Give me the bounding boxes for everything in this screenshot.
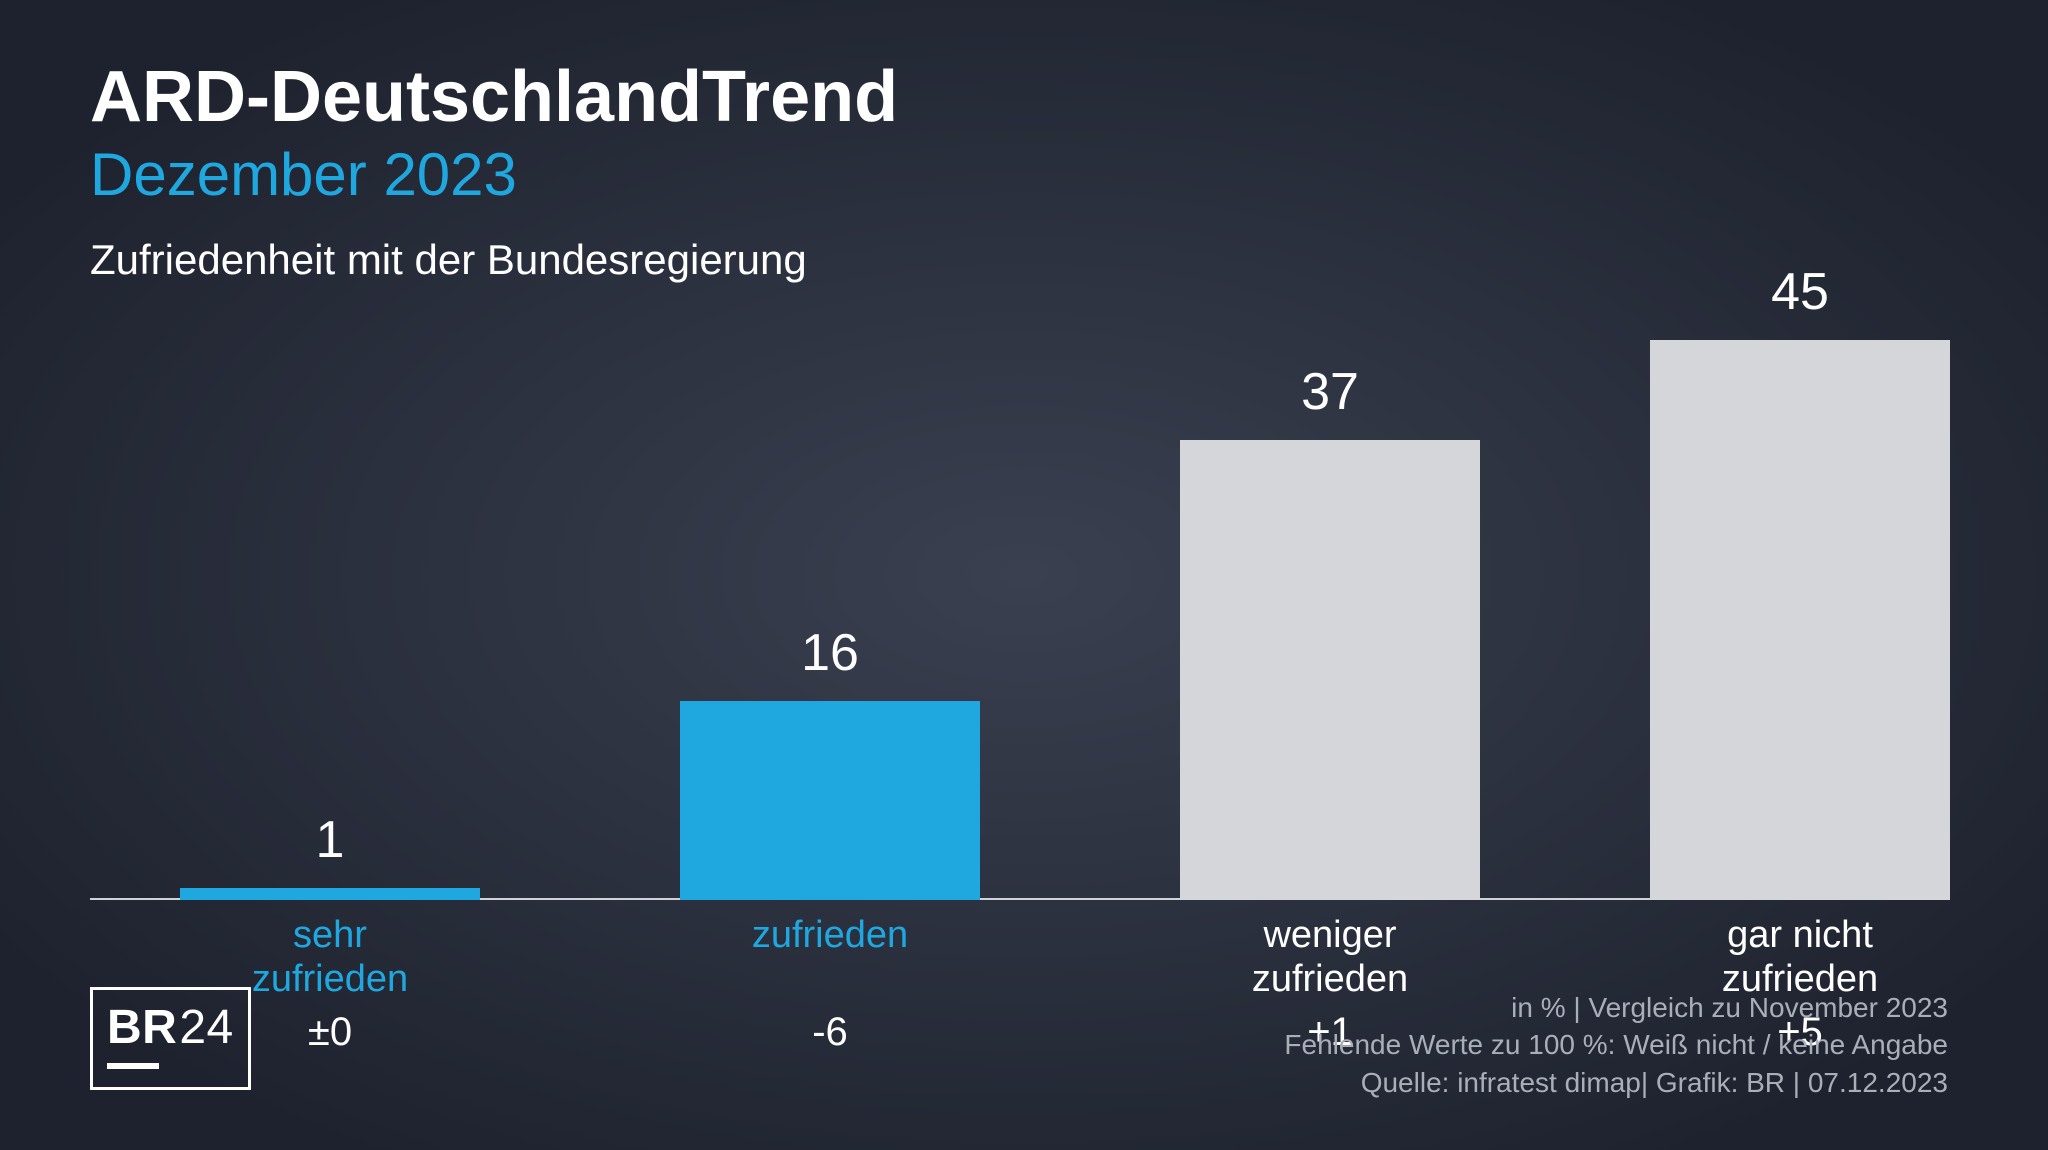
header-block: ARD-DeutschlandTrend Dezember 2023 Zufri… bbox=[90, 60, 898, 284]
logo-24: 24 bbox=[179, 1000, 233, 1055]
bar-group: 37weniger zufrieden+1 bbox=[1180, 340, 1480, 900]
bar-value: 37 bbox=[1180, 362, 1480, 422]
bar-chart: 1sehr zufrieden±0 16zufrieden-6 37weniger … bbox=[90, 340, 1948, 900]
footer-line: in % | Vergleich zu November 2023 bbox=[1284, 989, 1948, 1027]
bar bbox=[680, 701, 980, 900]
br24-logo: BR24 bbox=[90, 987, 251, 1090]
source-footer: in % | Vergleich zu November 2023Fehlend… bbox=[1284, 989, 1948, 1102]
bar bbox=[180, 888, 480, 900]
bar bbox=[1180, 440, 1480, 900]
bar-group: 16zufrieden-6 bbox=[680, 340, 980, 900]
bar bbox=[1650, 340, 1950, 900]
bar-group: 45gar nicht zufrieden+5 bbox=[1650, 340, 1950, 900]
chart-title: ARD-DeutschlandTrend bbox=[90, 60, 898, 136]
bar-group: 1sehr zufrieden±0 bbox=[180, 340, 480, 900]
chart-question: Zufriedenheit mit der Bundesregierung bbox=[90, 236, 898, 284]
footer-line: Fehlende Werte zu 100 %: Weiß nicht / ke… bbox=[1284, 1026, 1948, 1064]
chart-date: Dezember 2023 bbox=[90, 142, 898, 208]
logo-text: BR24 bbox=[107, 1000, 234, 1055]
bar-value: 16 bbox=[680, 623, 980, 683]
bar-value: 1 bbox=[180, 810, 480, 870]
footer-line: Quelle: infratest dimap| Grafik: BR | 07… bbox=[1284, 1064, 1948, 1102]
chart-canvas: ARD-DeutschlandTrend Dezember 2023 Zufri… bbox=[0, 0, 2048, 1150]
logo-br: BR bbox=[107, 1000, 177, 1055]
logo-underline-icon bbox=[107, 1063, 159, 1069]
bar-value: 45 bbox=[1650, 262, 1950, 322]
